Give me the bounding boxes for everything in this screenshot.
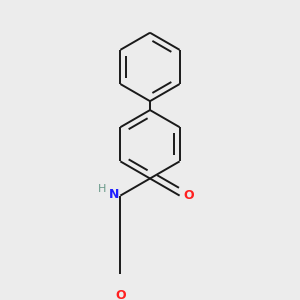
Text: O: O <box>183 189 194 202</box>
Text: O: O <box>115 290 126 300</box>
Text: H: H <box>98 184 106 194</box>
Text: N: N <box>109 188 119 201</box>
